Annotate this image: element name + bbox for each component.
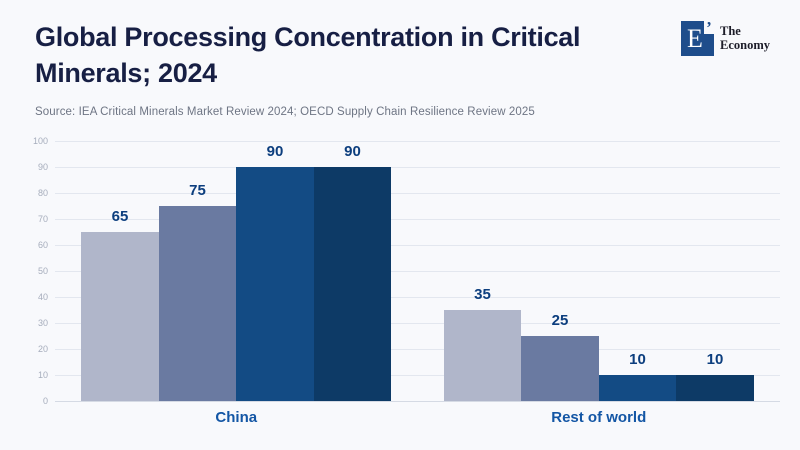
bar-value-label-china-series-1: 65	[111, 208, 129, 225]
gridline-y-60	[55, 244, 780, 246]
bar-rest-of-world-series-2	[521, 336, 599, 401]
bar-rest-of-world-series-4	[676, 375, 754, 401]
gridline-y-10	[55, 374, 780, 376]
bar-value-label-rest-of-world-series-1: 35	[474, 286, 491, 303]
page-title-line-1: Global Processing Concentration in Criti…	[35, 22, 581, 52]
bar-value-label-rest-of-world-series-3: 10	[629, 351, 646, 368]
x-category-label-china: China	[215, 409, 258, 426]
bar-rest-of-world-series-1	[443, 310, 522, 401]
bar-china-series-3	[236, 167, 314, 401]
bar-value-label-china-series-2: 75	[189, 182, 206, 199]
y-tick-label-0: 0	[42, 396, 48, 406]
y-tick-label-20: 20	[37, 344, 48, 354]
gridline-y-90	[55, 166, 780, 168]
y-tick-label-30: 30	[37, 318, 48, 328]
source-note: Source: IEA Critical Minerals Market Rev…	[35, 106, 535, 118]
x-category-label-rest-of-world: Rest of world	[551, 409, 647, 426]
y-tick-label-70: 70	[37, 214, 48, 224]
brand-logo-text: The Economy	[720, 21, 770, 56]
bar-china-series-4	[313, 167, 392, 401]
y-tick-label-10: 10	[37, 370, 48, 380]
bar-china-series-2	[158, 206, 237, 401]
y-tick-label-80: 80	[37, 188, 48, 198]
gridline-y-70	[55, 218, 780, 220]
gridline-y-100	[55, 140, 780, 142]
brand-logo: E ’ The Economy	[681, 19, 770, 56]
y-tick-label-100: 100	[32, 136, 48, 146]
page-title-line-2: Minerals; 2024	[35, 58, 217, 88]
y-tick-label-90: 90	[37, 162, 48, 172]
logo-letter: E	[687, 23, 703, 53]
brand-logo-mark: E ’	[681, 19, 714, 56]
gridline-y-20	[55, 348, 780, 350]
gridline-y-40	[55, 296, 780, 298]
y-tick-label-40: 40	[37, 292, 48, 302]
bar-china-series-1	[81, 232, 159, 401]
bar-rest-of-world-series-3	[598, 375, 677, 401]
bar-value-label-china-series-4: 90	[344, 143, 361, 160]
brand-name-line-1: The	[720, 24, 741, 38]
gridline-y-80	[55, 192, 780, 194]
brand-name-line-2: Economy	[720, 38, 770, 52]
bar-value-label-rest-of-world-series-4: 10	[706, 351, 724, 368]
gridline-y-50	[55, 270, 780, 272]
y-tick-label-50: 50	[37, 266, 48, 276]
y-tick-label-60: 60	[37, 240, 48, 250]
logo-quote-icon: ’	[704, 19, 714, 36]
bar-value-label-china-series-3: 90	[266, 143, 284, 160]
page-title: Global Processing Concentration in Criti…	[35, 19, 683, 91]
gridline-y-0	[55, 400, 780, 402]
bar-chart: 65 75 90 90 China 35 25 10 10 Rest of world 0 10 20…	[0, 136, 800, 441]
gridline-y-30	[55, 322, 780, 324]
plot-area: 65 75 90 90 China 35 25 10 10 Rest of world	[55, 140, 780, 426]
bar-value-label-rest-of-world-series-2: 25	[551, 312, 569, 329]
